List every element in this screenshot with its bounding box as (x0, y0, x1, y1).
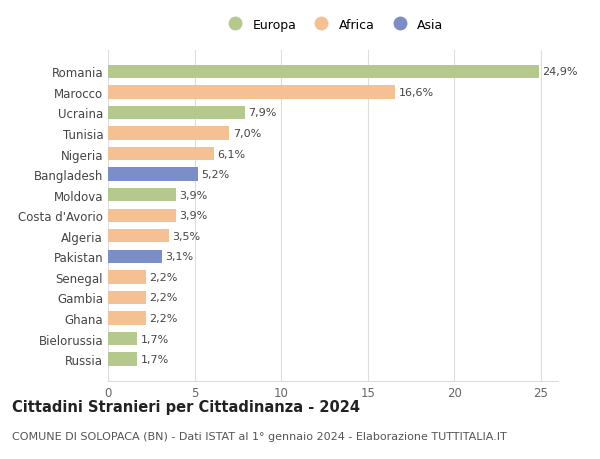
Text: 3,9%: 3,9% (179, 190, 207, 200)
Bar (108, 250, 161, 263)
Text: 24,9%: 24,9% (542, 67, 578, 77)
Bar (108, 86, 395, 99)
Text: 7,9%: 7,9% (248, 108, 277, 118)
Bar (108, 127, 229, 140)
Bar (108, 147, 214, 161)
Bar (108, 209, 176, 223)
Bar (108, 353, 137, 366)
Bar (108, 332, 137, 346)
Legend: Europa, Africa, Asia: Europa, Africa, Asia (218, 14, 449, 37)
Text: 3,1%: 3,1% (165, 252, 193, 262)
Text: 6,1%: 6,1% (217, 149, 245, 159)
Bar (108, 312, 146, 325)
Text: 2,2%: 2,2% (149, 313, 178, 323)
Bar (108, 271, 146, 284)
Bar (108, 230, 169, 243)
Text: 7,0%: 7,0% (233, 129, 261, 139)
Text: 3,9%: 3,9% (179, 211, 207, 221)
Bar (108, 106, 245, 120)
Text: Cittadini Stranieri per Cittadinanza - 2024: Cittadini Stranieri per Cittadinanza - 2… (12, 399, 360, 414)
Bar (108, 291, 146, 304)
Text: COMUNE DI SOLOPACA (BN) - Dati ISTAT al 1° gennaio 2024 - Elaborazione TUTTITALI: COMUNE DI SOLOPACA (BN) - Dati ISTAT al … (12, 431, 507, 442)
Text: 5,2%: 5,2% (202, 170, 230, 180)
Text: 3,5%: 3,5% (172, 231, 200, 241)
Text: 1,7%: 1,7% (141, 354, 169, 364)
Text: 2,2%: 2,2% (149, 272, 178, 282)
Text: 2,2%: 2,2% (149, 293, 178, 303)
Text: 1,7%: 1,7% (141, 334, 169, 344)
Bar (108, 168, 198, 181)
Text: 16,6%: 16,6% (399, 88, 434, 98)
Bar (108, 189, 176, 202)
Bar (108, 66, 539, 79)
